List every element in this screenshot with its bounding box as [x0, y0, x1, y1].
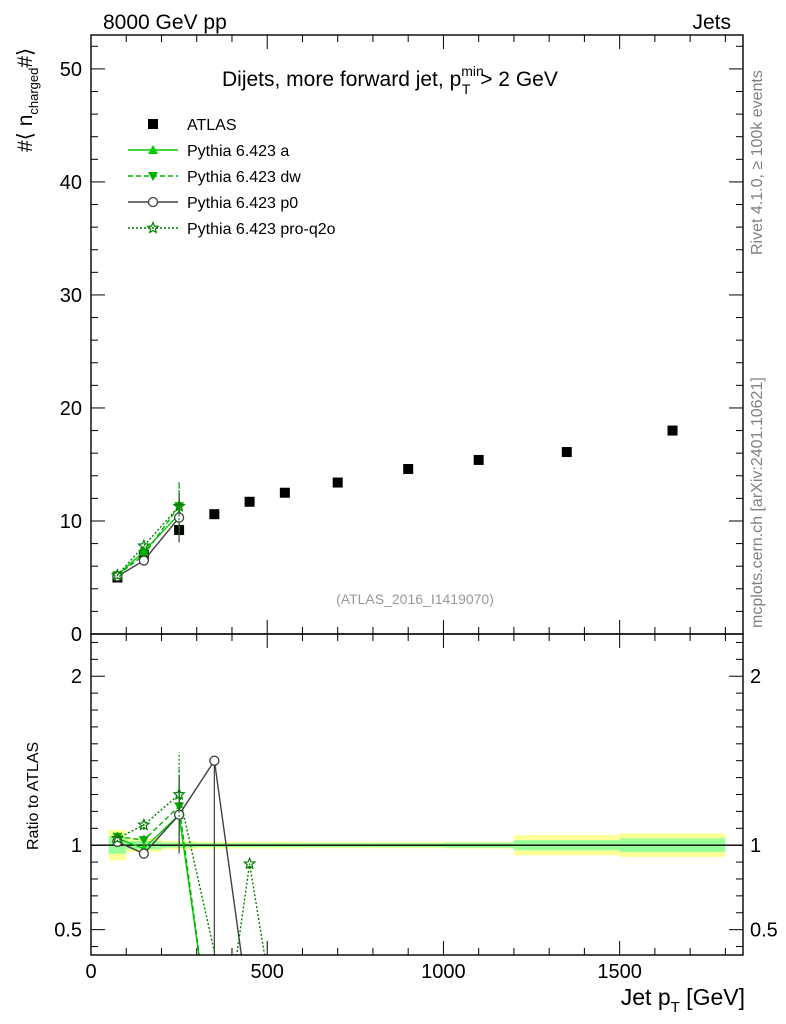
ratio-data-point: [110, 831, 125, 845]
ratio-series-pythia-6-423-a: [112, 780, 200, 955]
series-line-pythia-6-423-pro-q2o: [116, 505, 180, 576]
ratio-y-tick-label: 1: [71, 835, 82, 857]
ratio-y-tick-label: 2: [71, 666, 82, 688]
ratio-series-layer: [110, 752, 266, 955]
main-y-tick-label: 30: [60, 285, 82, 307]
main-panel: 0 10 20 30 40 50 Dijets, more forward jet, pm…: [14, 34, 744, 646]
atlas-data-point: [279, 487, 290, 498]
ratio-data-point: [172, 787, 186, 801]
x-label-sub: T: [671, 999, 680, 1016]
x-axis-label: Jet pT [GeV]: [621, 984, 745, 1016]
main-y-tick-label: 40: [60, 172, 82, 194]
atlas-data-point: [667, 425, 678, 436]
main-y-tick-label: 50: [60, 59, 82, 81]
legend-label: Pythia 6.423 dw: [187, 169, 301, 186]
data-point: [137, 538, 151, 552]
legend-item-pythia-6-423-a: Pythia 6.423 a: [128, 143, 289, 160]
main-axis-ticks: 0 10 20 30 40 50: [60, 35, 743, 646]
main-series-layer: [110, 425, 678, 583]
x-label-tail: [GeV]: [680, 984, 745, 1010]
legend-item-pythia-6-423-dw: Pythia 6.423 dw: [128, 169, 301, 186]
atlas-data-point: [209, 509, 220, 520]
ratio-reference-band: [91, 829, 743, 861]
ratio-data-point: [138, 836, 149, 846]
x-tick-label: 1500: [597, 961, 642, 983]
main-y-tick-label: 10: [60, 511, 82, 533]
x-tick-label: 500: [251, 961, 284, 983]
rivet-version-label: Rivet 4.1.0, ≥ 100k events: [749, 70, 766, 255]
reference-label: (ATLAS_2016_I1419070): [336, 591, 494, 607]
data-point: [172, 499, 186, 512]
legend-marker: [146, 220, 160, 234]
ratio-y-tick-label-right: 1: [750, 835, 761, 857]
main-y-tick-label: 0: [71, 624, 82, 646]
ratio-y-tick-label-right: 0.5: [750, 920, 778, 942]
ratio-data-point: [137, 817, 151, 831]
ratio-axis-ticks: 0.5 0.5 1 1 2 2 0 500 1000 1500: [54, 634, 778, 983]
series-pythia-6-423-a: [112, 493, 185, 580]
legend-item-atlas: ATLAS: [148, 117, 237, 134]
data-point: [173, 512, 185, 523]
main-y-label-sub: charged: [26, 68, 41, 115]
ratio-y-axis-label: Ratio to ATLAS: [25, 742, 42, 850]
x-tick-label: 0: [85, 961, 96, 983]
x-label-main: Jet p: [621, 984, 671, 1010]
main-y-tick-label: 20: [60, 398, 82, 420]
legend-marker: [147, 196, 159, 208]
ratio-series-pythia-6-423-pro-q2o: [110, 752, 266, 955]
ratio-panel: 0.5 0.5 1 1 2 2 0 500 1000 1500 Ratio to ATLAS Je…: [25, 633, 778, 1016]
series-pythia-6-423-dw: [112, 483, 185, 581]
legend-marker: [148, 172, 158, 181]
ratio-line-pythia-6-423-p0: [117, 758, 243, 955]
atlas-data-point: [473, 454, 484, 465]
plot-title-sub: T: [462, 81, 471, 97]
plot-title-tail: > 2 GeV: [474, 68, 557, 91]
energy-label: 8000 GeV pp: [103, 11, 227, 34]
category-label: Jets: [692, 11, 731, 34]
atlas-data-point: [561, 447, 572, 458]
ratio-data-point: [209, 755, 220, 766]
main-y-label-pre: #⟨ n: [14, 115, 37, 152]
legend-label: Pythia 6.423 a: [187, 143, 289, 160]
source-label: mcplots.cern.ch [arXiv:2401.10621]: [749, 377, 766, 628]
series-atlas: [112, 425, 678, 583]
ratio-data-point: [242, 856, 257, 870]
data-point: [138, 550, 149, 560]
legend-marker: [148, 145, 158, 154]
ratio-frame: [90, 633, 744, 956]
legend-label: Pythia 6.423 p0: [187, 195, 298, 212]
ratio-y-tick-label-right: 2: [750, 666, 761, 688]
legend-label: Pythia 6.423 pro-q2o: [187, 221, 336, 238]
legend-marker: [148, 119, 158, 129]
plot-title: Dijets, more forward jet, pmin T > 2 GeV: [222, 63, 558, 97]
atlas-data-point: [403, 463, 414, 474]
main-y-label-post: #⟩: [14, 48, 37, 68]
legend-label: ATLAS: [187, 117, 237, 134]
series-pythia-6-423-pro-q2o: [110, 480, 186, 581]
data-point: [110, 568, 125, 581]
atlas-data-point: [244, 496, 255, 507]
legend-item-pythia-6-423-p0: Pythia 6.423 p0: [128, 195, 298, 212]
ratio-line-pythia-6-423-dw: [117, 804, 200, 955]
ratio-y-tick-label: 0.5: [54, 920, 82, 942]
atlas-data-point: [332, 477, 343, 488]
plot-title-main: Dijets, more forward jet, p: [222, 68, 461, 91]
main-y-axis-label: #⟨ ncharged#⟩: [14, 48, 41, 152]
x-tick-label: 1000: [421, 961, 466, 983]
legend-item-pythia-6-423-pro-q2o: Pythia 6.423 pro-q2o: [128, 220, 336, 238]
ratio-series-pythia-6-423-dw: [112, 769, 200, 955]
plot-title-sup: min: [461, 63, 484, 79]
ratio-data-point: [138, 848, 150, 859]
legend: ATLAS Pythia 6.423 a Pythia 6.423 dw Pythia…: [128, 117, 336, 238]
data-point: [138, 555, 150, 566]
ratio-line-pythia-6-423-pro-q2o: [117, 793, 266, 955]
